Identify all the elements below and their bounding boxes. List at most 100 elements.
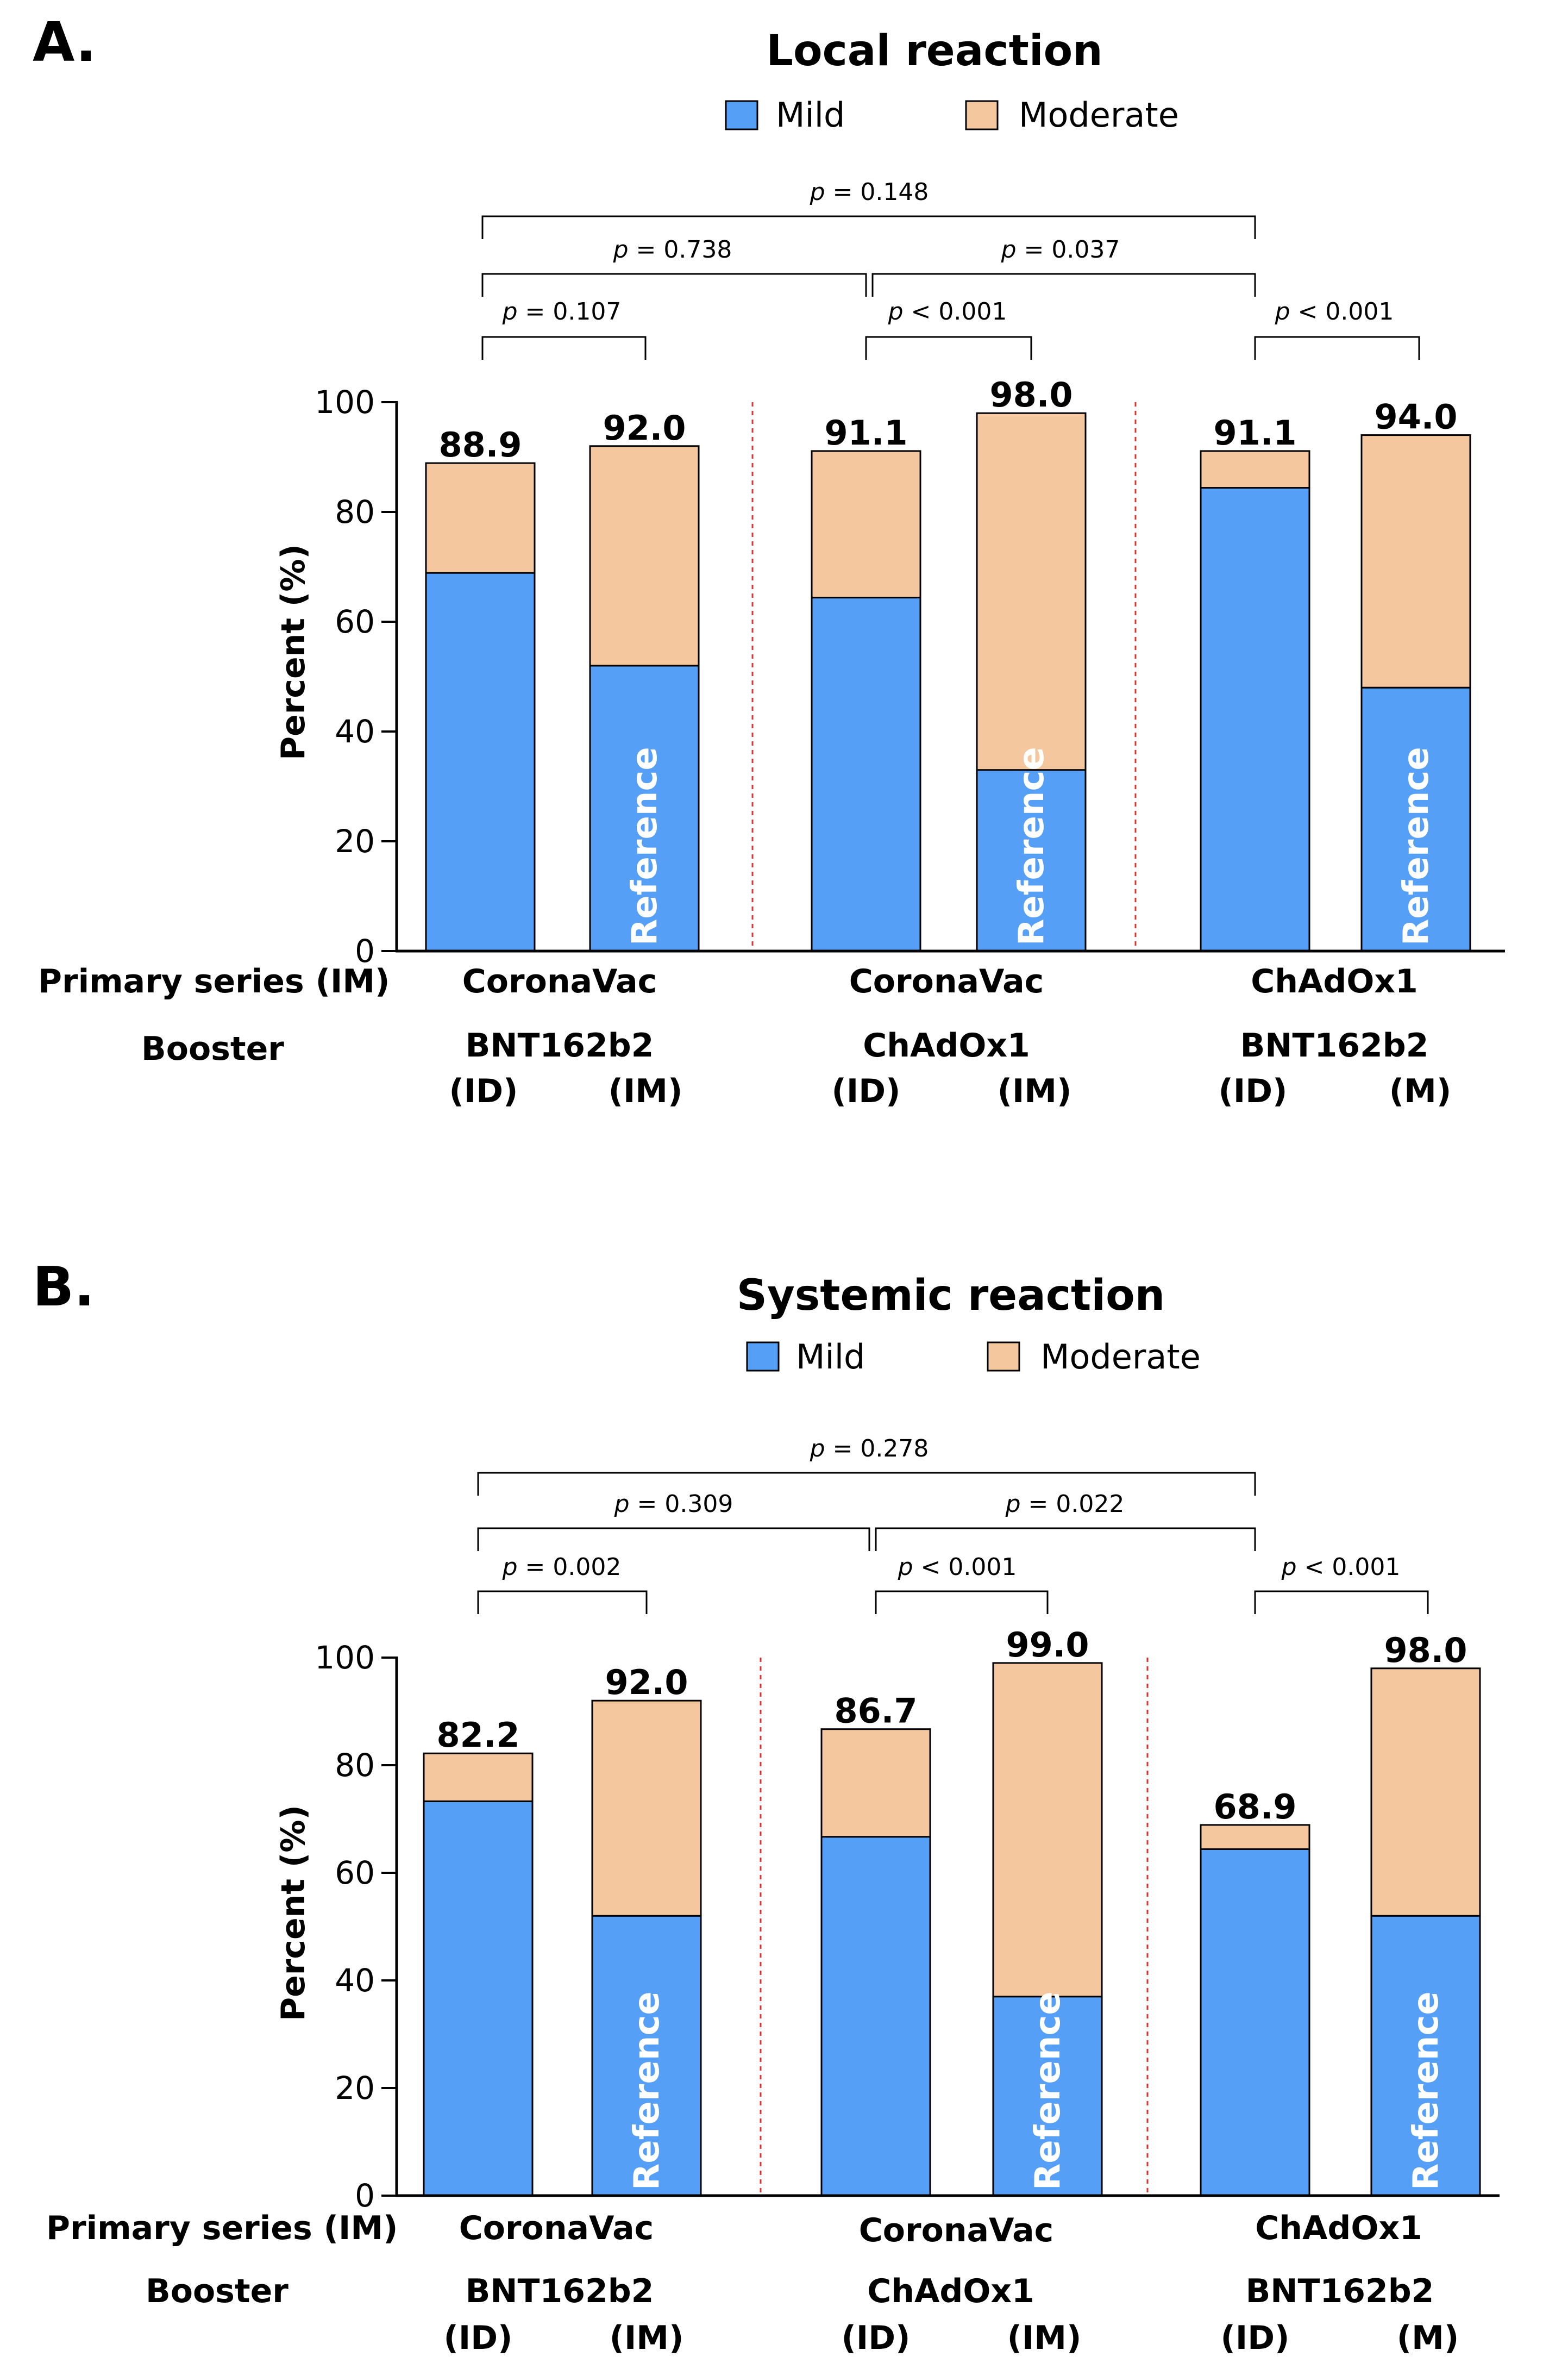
p-value-brackets — [477, 1472, 1429, 1614]
primary-series-row-label: Primary series (IM) — [46, 2209, 398, 2247]
legend: Mild Moderate — [746, 1337, 1201, 1377]
p-value-label: p = 0.022 — [1005, 1490, 1125, 1518]
route-label: (ID) — [1221, 2319, 1290, 2357]
bar-moderate-segment — [589, 445, 700, 667]
y-tick-label: 60 — [335, 1854, 375, 1891]
category-labels: Primary series (IM) Booster CoronaVac Co… — [38, 962, 1451, 1110]
booster-row-label: Booster — [141, 1030, 284, 1068]
bar-total-label: 92.0 — [605, 1662, 688, 1702]
bar-mild-segment — [1360, 686, 1471, 952]
group-booster-label: BNT162b2 — [1240, 1027, 1429, 1065]
bar-moderate-segment — [811, 450, 921, 599]
route-label: (ID) — [444, 2319, 513, 2357]
bar-moderate-segment — [1370, 1667, 1481, 1917]
bar-mild-segment — [425, 572, 536, 952]
y-axis-label: Percent (%) — [274, 544, 312, 760]
group-primary-label: CoronaVac — [849, 962, 1044, 1001]
bracket-2-3 — [865, 336, 1032, 360]
route-label: (M) — [1389, 1072, 1452, 1110]
bracket-0-1 — [477, 1590, 648, 1614]
bracket-2-4 — [875, 1527, 1256, 1551]
group-booster-label: ChAdOx1 — [867, 2272, 1034, 2310]
reference-label: Reference — [1012, 747, 1052, 946]
bar-moderate-segment — [1360, 434, 1471, 689]
bar-total-label: 86.7 — [835, 1691, 918, 1731]
bars — [425, 412, 1471, 952]
bar-moderate-segment — [1200, 1824, 1310, 1850]
route-label: (IM) — [998, 1072, 1072, 1110]
route-label: (IM) — [610, 2319, 684, 2357]
y-tick-label: 100 — [315, 384, 375, 421]
bar-mild-segment — [1200, 1848, 1310, 2197]
p-value-label: p = 0.738 — [613, 236, 732, 264]
bar-moderate-segment — [591, 1699, 702, 1917]
bar-mild-segment — [976, 769, 1087, 952]
p-value-label: p = 0.037 — [1001, 236, 1120, 264]
bar-mild-segment — [811, 597, 921, 952]
bracket-0-2 — [477, 1527, 870, 1551]
bar-mild-segment — [1200, 487, 1310, 952]
legend-label-mild: Mild — [776, 95, 845, 135]
reference-label: Reference — [627, 1991, 667, 2190]
y-tick-label: 40 — [335, 1962, 375, 1999]
y-axis-ticks: 100 80 60 40 20 0 — [315, 1639, 397, 2214]
bracket-2-4 — [871, 273, 1256, 297]
group-booster-label: BNT162b2 — [466, 2272, 654, 2310]
p-value-label: p < 0.001 — [888, 298, 1007, 326]
route-label: (M) — [1397, 2319, 1459, 2357]
bar-moderate-segment — [1200, 450, 1310, 489]
y-axis-label: Percent (%) — [274, 1805, 312, 2021]
route-label: (IM) — [609, 1072, 683, 1110]
route-label: (ID) — [832, 1072, 901, 1110]
route-label: (ID) — [1219, 1072, 1288, 1110]
group-booster-label: BNT162b2 — [466, 1027, 654, 1065]
p-value-label: p = 0.309 — [614, 1490, 733, 1518]
p-value-brackets — [481, 215, 1420, 360]
legend-swatch-mild — [725, 100, 758, 130]
bracket-0-4 — [477, 1472, 1256, 1496]
plot-area: Percent (%) 100 80 60 40 20 0 88.9 92.0 Re… — [274, 375, 1505, 970]
p-value-label: p = 0.107 — [502, 298, 622, 326]
p-value-labels: p = 0.278 p = 0.309 p = 0.022 p = 0.002 … — [502, 1435, 1401, 1581]
bar-total-label: 92.0 — [603, 408, 686, 448]
bar-total-label: 88.9 — [439, 425, 522, 465]
booster-row-label: Booster — [146, 2272, 288, 2310]
p-value-label: p = 0.148 — [810, 178, 929, 206]
p-value-label: p < 0.001 — [1275, 298, 1394, 326]
bar-mild-segment — [1370, 1915, 1481, 2197]
bar-labels: 88.9 92.0 Reference 91.1 98.0 Reference 91.1 94… — [439, 375, 1458, 946]
legend-label-moderate: Moderate — [1019, 95, 1179, 135]
reference-label: Reference — [1396, 747, 1437, 946]
p-value-label: p < 0.001 — [898, 1553, 1017, 1581]
primary-series-row-label: Primary series (IM) — [38, 962, 390, 1001]
p-value-label: p = 0.002 — [502, 1553, 622, 1581]
bar-mild-segment — [589, 665, 700, 952]
bar-moderate-segment — [976, 412, 1087, 771]
y-tick-label: 20 — [335, 823, 375, 860]
bracket-4-5 — [1254, 336, 1420, 360]
group-booster-label: BNT162b2 — [1246, 2272, 1434, 2310]
p-value-label: p < 0.001 — [1281, 1553, 1401, 1581]
reference-label: Reference — [1406, 1991, 1446, 2190]
route-label: (ID) — [449, 1072, 518, 1110]
bracket-4-5 — [1254, 1590, 1429, 1614]
bar-mild-segment — [820, 1836, 931, 2197]
chart-title: Local reaction — [766, 27, 1102, 76]
group-primary-label: CoronaVac — [459, 2209, 654, 2247]
group-primary-label: ChAdOx1 — [1251, 962, 1418, 1001]
bracket-0-4 — [481, 215, 1256, 239]
bar-moderate-segment — [423, 1752, 534, 1802]
bar-total-label: 82.2 — [437, 1715, 520, 1755]
bars — [423, 1662, 1481, 2197]
route-label: (IM) — [1007, 2319, 1082, 2357]
bar-mild-segment — [591, 1915, 702, 2197]
bar-mild-segment — [423, 1800, 534, 2197]
bar-total-label: 91.1 — [825, 413, 908, 453]
group-primary-label: CoronaVac — [462, 962, 657, 1001]
p-value-label: p = 0.278 — [810, 1435, 929, 1462]
bar-mild-segment — [992, 1996, 1103, 2197]
chart-title: Systemic reaction — [737, 1271, 1165, 1320]
bar-moderate-segment — [425, 462, 536, 574]
bar-total-label: 99.0 — [1006, 1625, 1089, 1665]
